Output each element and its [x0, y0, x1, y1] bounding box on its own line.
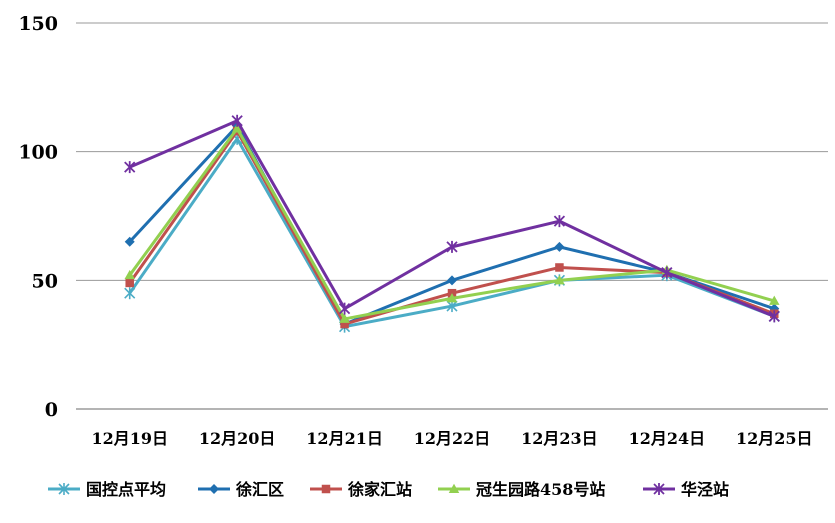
legend-label: 华泾站 [681, 480, 729, 499]
data-point [661, 266, 673, 279]
data-point [124, 269, 135, 280]
axes: 0 50 100 150 12月19日 12月20日 12月21日 12月22日 12月23日 1… [18, 13, 812, 448]
legend-marker [321, 484, 331, 494]
data-point [339, 313, 350, 323]
y-tick-label: 100 [18, 142, 58, 164]
data-point [553, 215, 566, 228]
y-tick-label: 50 [32, 270, 58, 292]
grid [76, 22, 828, 410]
x-tick-label: 12月24日 [629, 429, 706, 448]
x-tick-label: 12月19日 [91, 429, 168, 448]
legend-marker [209, 484, 219, 494]
y-tick-label: 150 [18, 13, 58, 35]
data-point [554, 241, 565, 252]
legend-marker [653, 483, 665, 495]
series-0 [124, 132, 780, 333]
x-tick-label: 12月25日 [736, 429, 813, 448]
legend-item: 冠生园路458号站 [438, 480, 605, 499]
series-line [129, 119, 775, 318]
data-point [340, 319, 349, 329]
x-tick-label: 12月21日 [306, 429, 383, 448]
data-point [769, 295, 780, 305]
legend: 国控点平均 徐汇区 徐家汇站 冠生园路458号站 华泾站 [48, 480, 729, 499]
legend-label: 徐汇区 [235, 480, 284, 499]
data-point [124, 236, 135, 247]
legend-label: 徐家汇站 [347, 480, 412, 499]
data-point [555, 263, 564, 272]
series-4 [124, 114, 780, 323]
data-point [554, 275, 565, 285]
legend-marker [448, 483, 460, 493]
data-point [124, 287, 136, 300]
data-point [124, 161, 136, 174]
legend-item: 国控点平均 [48, 480, 166, 499]
data-point [446, 293, 458, 303]
data-point [447, 275, 457, 286]
data-point [768, 310, 780, 323]
legend-item: 徐汇区 [198, 480, 284, 499]
legend-label: 冠生园路458号站 [476, 480, 605, 499]
data-point [231, 114, 243, 127]
data-point [338, 302, 351, 315]
y-tick-label: 0 [45, 399, 58, 421]
legend-item: 华泾站 [643, 480, 729, 499]
series [124, 114, 780, 333]
data-point [231, 123, 243, 133]
legend-label: 国控点平均 [86, 480, 166, 499]
data-point [446, 240, 458, 253]
legend-item: 徐家汇站 [310, 480, 412, 499]
data-point [125, 278, 134, 288]
legend-marker [58, 483, 70, 495]
x-tick-label: 12月22日 [414, 429, 491, 448]
x-tick-label: 12月20日 [199, 429, 276, 448]
x-tick-label: 12月23日 [521, 429, 598, 448]
